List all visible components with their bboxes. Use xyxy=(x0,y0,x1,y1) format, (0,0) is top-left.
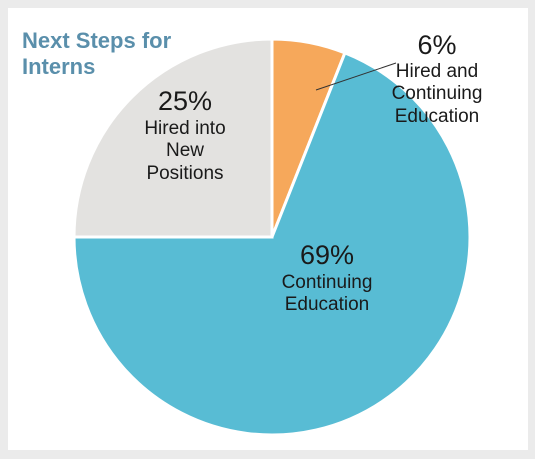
leader-line xyxy=(315,62,397,91)
value-label: 6% xyxy=(417,30,457,60)
pie-slice xyxy=(72,37,274,239)
pie-slice xyxy=(72,50,472,437)
value-label: 25% xyxy=(157,86,213,116)
slice-label: Hired and Continuing Education xyxy=(391,61,483,127)
slice-label: Hired into New Positions xyxy=(144,118,226,184)
chart-title: Next Steps for Interns xyxy=(22,28,172,80)
value-label: 69% xyxy=(299,240,355,270)
slice-label: Continuing Education xyxy=(281,272,373,316)
